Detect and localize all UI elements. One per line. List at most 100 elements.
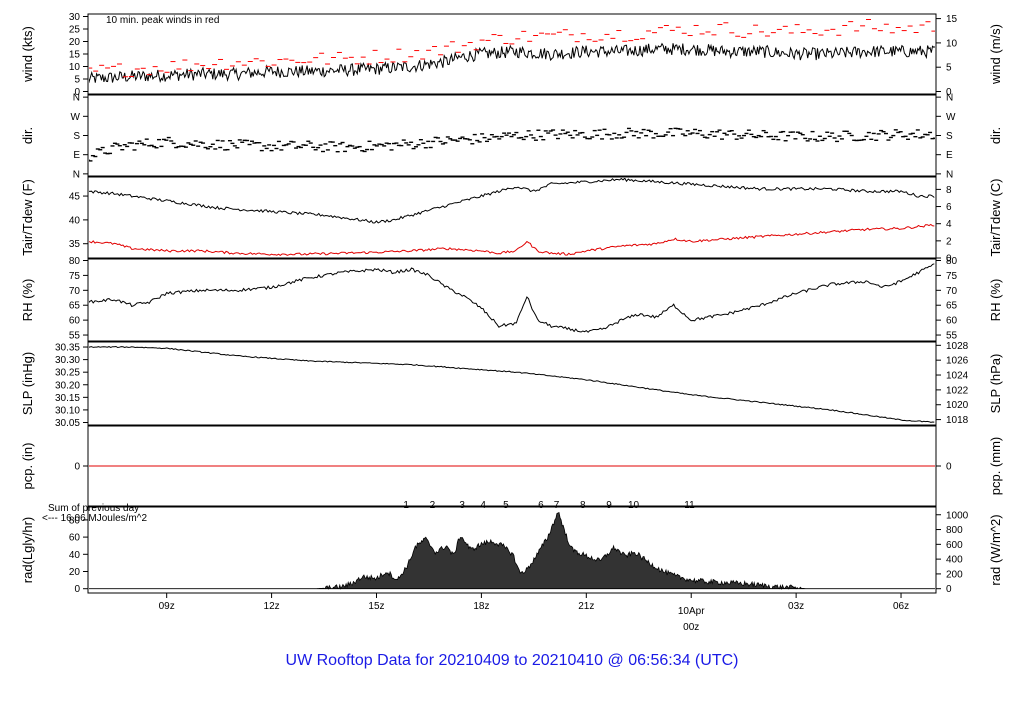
temp-ylabel-right: Tair/Tdew (C) xyxy=(988,178,1003,256)
rh-left-tick-label: 75 xyxy=(69,271,81,282)
rad-right-tick-label: 400 xyxy=(946,555,963,566)
dir-ylabel-right: dir. xyxy=(988,127,1003,144)
rad-marker: 9 xyxy=(606,500,612,511)
rh-left-tick-label: 70 xyxy=(69,286,81,297)
dir-right-tick-label: N xyxy=(946,169,953,180)
slp-right-tick-label: 1022 xyxy=(946,385,969,396)
wind-left-tick-label: 25 xyxy=(69,25,81,36)
pcp-ylabel-right: pcp. (mm) xyxy=(988,437,1003,496)
dir-left-tick-label: N xyxy=(73,93,80,104)
rad-ylabel-right: rad (W/m^2) xyxy=(988,514,1003,585)
rad-marker: 5 xyxy=(503,500,509,511)
rad-ylabel: rad(Lgly/hr) xyxy=(20,517,35,583)
temp-right-tick-label: 0 xyxy=(946,254,952,265)
wind-series-line xyxy=(89,42,935,84)
dir-left-tick-label: S xyxy=(73,131,80,142)
slp-ylabel-right: SLP (hPa) xyxy=(988,354,1003,414)
wind-left-tick-label: 15 xyxy=(69,50,81,61)
panel-temp: 35 40 45 0 2 4 6 8 Tair/Tdew (F) Tair/Tdew (C) xyxy=(20,176,1003,265)
temp-Tair-line xyxy=(89,178,935,224)
temp-right-tick-label: 8 xyxy=(946,185,952,196)
rad-marker: 8 xyxy=(580,500,586,511)
rad-marker: 11 xyxy=(684,500,695,511)
dir-left-tick-label: E xyxy=(73,150,80,161)
rad-right-tick-label: 800 xyxy=(946,525,963,536)
wind-left-tick-label: 10 xyxy=(69,62,81,73)
pcp-ylabel: pcp. (in) xyxy=(20,443,35,490)
x-tick-label: 12z xyxy=(264,601,280,612)
slp-right-tick-label: 1026 xyxy=(946,356,969,367)
x-tick-label: 03z xyxy=(788,601,804,612)
rad-left-tick-label: 20 xyxy=(69,567,81,578)
rh-frame xyxy=(87,258,937,342)
temp-frame xyxy=(87,176,937,259)
rad-left-tick-label: 80 xyxy=(69,515,81,526)
slp-left-tick-label: 30.05 xyxy=(55,418,80,429)
rh-left-tick-label: 60 xyxy=(69,316,81,327)
rh-right-tick-label: 65 xyxy=(946,301,958,312)
wind-plot-area xyxy=(89,19,935,84)
temp-right-tick-label: 6 xyxy=(946,202,952,213)
temp-plot-area xyxy=(89,178,935,257)
slp-right-tick-label: 1024 xyxy=(946,371,969,382)
rh-right-tick-label: 75 xyxy=(946,271,958,282)
slp-left-tick-label: 30.10 xyxy=(55,405,80,416)
rad-right-tick-label: 600 xyxy=(946,540,963,551)
temp-right-tick-label: 4 xyxy=(946,219,952,230)
dir-left-tick-label: W xyxy=(71,112,81,123)
rh-plot-area xyxy=(89,263,935,333)
wind-left-tick-label: 5 xyxy=(74,75,80,86)
temp-left-tick-label: 45 xyxy=(69,192,81,203)
rad-right-tick-label: 1000 xyxy=(946,510,969,521)
rad-left-tick-label: 60 xyxy=(69,533,81,544)
rad-note-line-2: <--- 16.06 MJoules/m^2 xyxy=(42,513,147,524)
rh-ylabel: RH (%) xyxy=(20,279,35,322)
rh-right-tick-label: 80 xyxy=(946,256,958,267)
rad-marker: 7 xyxy=(554,500,560,511)
wind-ylabel: wind (kts) xyxy=(20,26,35,83)
slp-right-tick-label: 1028 xyxy=(946,341,969,352)
wind-left-tick-label: 30 xyxy=(69,12,81,23)
temp-left-tick-label: 35 xyxy=(69,239,81,250)
rad-right-tick-label: 0 xyxy=(946,584,952,595)
x-date-label: 10Apr xyxy=(678,606,705,617)
pcp-right-tick-label: 0 xyxy=(946,462,952,473)
rad-note-line-1: Sum of previous day xyxy=(48,503,139,514)
x-tick-label: 15z xyxy=(368,601,384,612)
rad-marker: 1 xyxy=(403,500,409,511)
slp-right-tick-label: 1020 xyxy=(946,400,969,411)
temp-ylabel: Tair/Tdew (F) xyxy=(20,179,35,256)
rad-left-tick-label: 0 xyxy=(74,584,80,595)
x-tick-label: 21z xyxy=(578,601,594,612)
wind-annotation: 10 min. peak winds in red xyxy=(106,15,219,26)
wind-left-tick-label: 0 xyxy=(74,87,80,98)
slp-right-tick-label: 1018 xyxy=(946,415,969,426)
temp-left-tick-label: 40 xyxy=(69,215,81,226)
rh-ylabel-right: RH (%) xyxy=(988,279,1003,322)
x-tick-label: 06z xyxy=(893,601,909,612)
x-tick-label: 09z xyxy=(159,601,175,612)
slp-left-tick-label: 30.20 xyxy=(55,380,80,391)
dir-right-tick-label: W xyxy=(946,112,956,123)
rh-right-tick-label: 55 xyxy=(946,331,958,342)
dir-plot-area xyxy=(89,127,935,162)
slp-left-tick-label: 30.35 xyxy=(55,343,80,354)
slp-frame xyxy=(87,341,937,426)
rad-marker: 10 xyxy=(628,500,640,511)
wind-left-tick-label: 20 xyxy=(69,37,81,48)
rad-marker: 2 xyxy=(430,500,436,511)
rh-right-tick-label: 60 xyxy=(946,316,958,327)
rh-RH-line xyxy=(89,263,935,333)
rad-marker: 4 xyxy=(480,500,486,511)
x-tick-label-highlight: 00z xyxy=(683,622,699,633)
temp-Tdew-line xyxy=(89,223,935,257)
wind-right-tick-label: 0 xyxy=(946,87,952,98)
rad-marker: 6 xyxy=(538,500,544,511)
x-axis: 09z 12z 15z 18z 21z 00z 03z 06z 10Apr xyxy=(159,593,909,633)
slp-left-tick-label: 30.25 xyxy=(55,368,80,379)
slp-left-tick-label: 30.15 xyxy=(55,393,80,404)
